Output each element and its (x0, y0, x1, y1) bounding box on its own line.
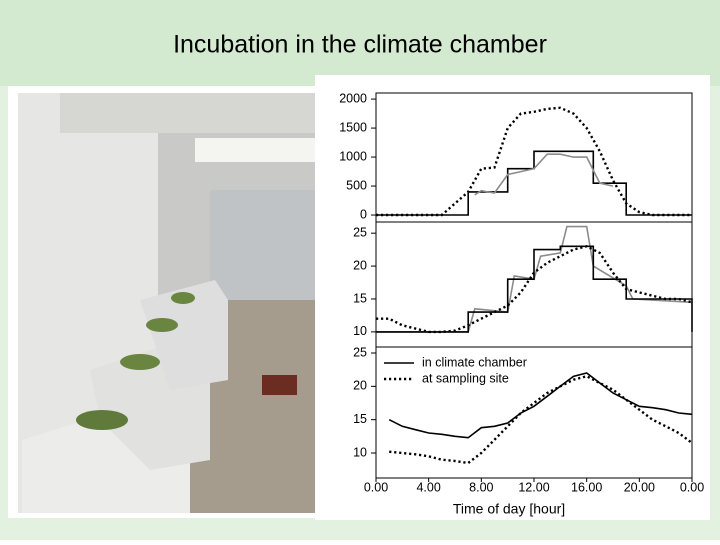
y-tick-label: 1000 (339, 149, 367, 163)
x-tick-label: 12.00 (518, 480, 549, 494)
x-tick-label: 16.00 (571, 480, 602, 494)
left-margin (0, 86, 8, 540)
chart-area (315, 75, 710, 520)
y-tick-label: 20 (353, 379, 367, 393)
legend-label: at sampling site (422, 371, 509, 385)
photo-ceiling (60, 93, 315, 133)
x-tick-label: 0.00 (680, 480, 704, 494)
y-tick-label: 0 (360, 207, 367, 221)
data-line (376, 245, 693, 334)
photo-plant (146, 318, 178, 332)
y-tick-label: 15 (353, 412, 367, 426)
chart: 0 500 1000 1500 2000 10 15 20 25 10 15 20 25 0.00 4.00… (339, 91, 704, 516)
y-tick-label: 20 (353, 258, 367, 272)
x-tick-label: 4.00 (416, 480, 440, 494)
data-line (376, 106, 692, 217)
legend-label: in climate chamber (422, 355, 527, 369)
y-tick-label: 10 (353, 324, 367, 338)
x-tick-label: 8.00 (469, 480, 493, 494)
y-tick-label: 500 (346, 178, 367, 192)
x-tick-label: 20.00 (624, 480, 655, 494)
x-axis-label: Time of day [hour] (453, 501, 565, 517)
data-line (389, 375, 693, 465)
y-tick-label: 1500 (339, 120, 367, 134)
data-line (376, 150, 692, 216)
y-tick-label: 10 (353, 445, 367, 459)
data-line (376, 245, 693, 333)
y-tick-label: 25 (353, 225, 367, 239)
photo-machine (210, 190, 315, 300)
y-tick-label: 15 (353, 291, 367, 305)
y-tick-label: 2000 (339, 91, 367, 105)
data-line (388, 372, 693, 439)
title-band (0, 0, 720, 86)
slide-title: Incubation in the climate chamber (173, 31, 547, 59)
data-line (474, 153, 614, 196)
photo-plant (76, 410, 128, 430)
x-tick-label: 0.00 (364, 480, 388, 494)
photo-lamp (195, 138, 315, 162)
right-margin (710, 86, 720, 540)
y-tick-label: 25 (353, 345, 367, 359)
bottom-band (0, 518, 720, 540)
data-line (376, 225, 693, 333)
photo-plant (120, 354, 160, 370)
photo-box (140, 280, 228, 390)
photo-plant (171, 292, 195, 304)
photo (18, 93, 315, 513)
photo-device (262, 375, 297, 395)
